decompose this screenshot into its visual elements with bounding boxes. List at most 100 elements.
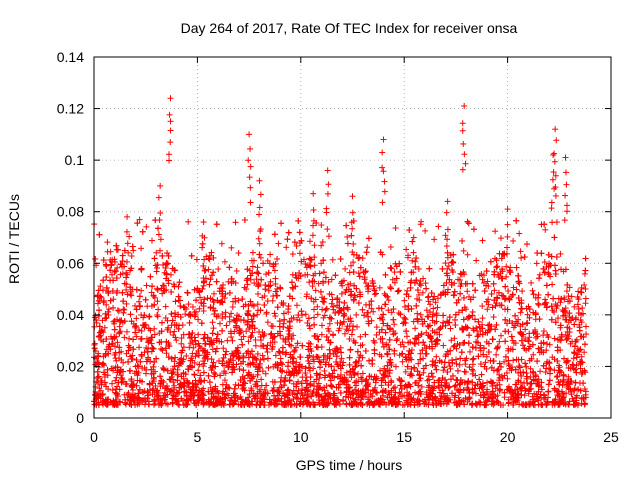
data-point [210, 290, 217, 297]
data-point [424, 294, 431, 301]
data-point [200, 392, 207, 399]
data-point [143, 282, 150, 289]
data-point [391, 321, 398, 328]
data-point [299, 386, 306, 393]
data-point [312, 287, 319, 294]
data-point [442, 232, 449, 239]
data-point [355, 270, 362, 277]
data-point [451, 383, 458, 390]
data-point [215, 266, 222, 273]
data-point [113, 357, 120, 364]
data-point [464, 288, 471, 295]
data-point [445, 263, 452, 270]
data-point [409, 257, 416, 264]
data-point [138, 327, 145, 334]
data-point [557, 299, 564, 306]
data-point [101, 324, 108, 331]
data-point [110, 318, 117, 325]
data-point [135, 298, 142, 305]
data-point [431, 236, 438, 243]
data-point [318, 331, 325, 338]
data-point [216, 320, 223, 327]
data-point [117, 271, 124, 278]
data-point [446, 363, 453, 370]
data-point [376, 284, 383, 291]
data-point [574, 301, 581, 308]
data-point [212, 363, 219, 370]
data-point [400, 343, 407, 350]
data-point [215, 312, 222, 319]
data-point [254, 311, 261, 318]
data-point [270, 334, 277, 341]
data-point [123, 350, 130, 357]
data-point [382, 301, 389, 308]
data-point [522, 326, 529, 333]
data-point [505, 400, 512, 407]
data-point [557, 250, 564, 257]
data-point [153, 393, 160, 400]
data-point [293, 242, 300, 249]
data-point [575, 288, 582, 295]
data-point [318, 322, 325, 329]
data-point [344, 233, 351, 240]
data-point [357, 333, 364, 340]
data-point [412, 325, 419, 332]
data-point [228, 310, 235, 317]
data-point [518, 254, 525, 261]
chart-title: Day 264 of 2017, Rate Of TEC Index for r… [181, 20, 518, 36]
data-point [338, 355, 345, 362]
data-point [321, 367, 328, 374]
data-point [244, 281, 251, 288]
data-point [528, 279, 535, 286]
data-point [567, 340, 574, 347]
data-point [457, 380, 464, 387]
data-point [417, 221, 424, 228]
data-point [460, 247, 467, 254]
data-point [143, 223, 150, 230]
data-point [121, 334, 128, 341]
data-point [408, 346, 415, 353]
data-point [180, 344, 187, 351]
data-point [316, 375, 323, 382]
data-point [535, 300, 542, 307]
data-point [130, 247, 137, 254]
data-point [582, 295, 589, 302]
data-point [96, 385, 103, 392]
data-point [578, 400, 585, 407]
data-point [319, 306, 326, 313]
data-point [272, 275, 279, 282]
data-point [311, 306, 318, 313]
data-point [562, 305, 569, 312]
data-point [311, 314, 318, 321]
data-point [235, 297, 242, 304]
data-point [461, 304, 468, 311]
data-point [388, 309, 395, 316]
data-point [455, 309, 462, 316]
data-point [117, 372, 124, 379]
data-point [341, 330, 348, 337]
data-point [422, 227, 429, 234]
data-point [306, 360, 313, 367]
data-point [232, 219, 239, 226]
data-point [570, 355, 577, 362]
data-point [354, 323, 361, 330]
data-point [178, 340, 185, 347]
data-point [434, 295, 441, 302]
data-point [434, 304, 441, 311]
data-point [392, 225, 399, 232]
data-point [259, 352, 266, 359]
data-point [196, 305, 203, 312]
data-point [527, 374, 534, 381]
data-point [309, 283, 316, 290]
data-point [178, 335, 185, 342]
data-point [401, 392, 408, 399]
data-point [582, 285, 589, 292]
data-point [503, 369, 510, 376]
data-point [326, 320, 333, 327]
data-point [451, 335, 458, 342]
data-point [307, 367, 314, 374]
data-point [432, 299, 439, 306]
data-point [563, 288, 570, 295]
data-point [479, 237, 486, 244]
